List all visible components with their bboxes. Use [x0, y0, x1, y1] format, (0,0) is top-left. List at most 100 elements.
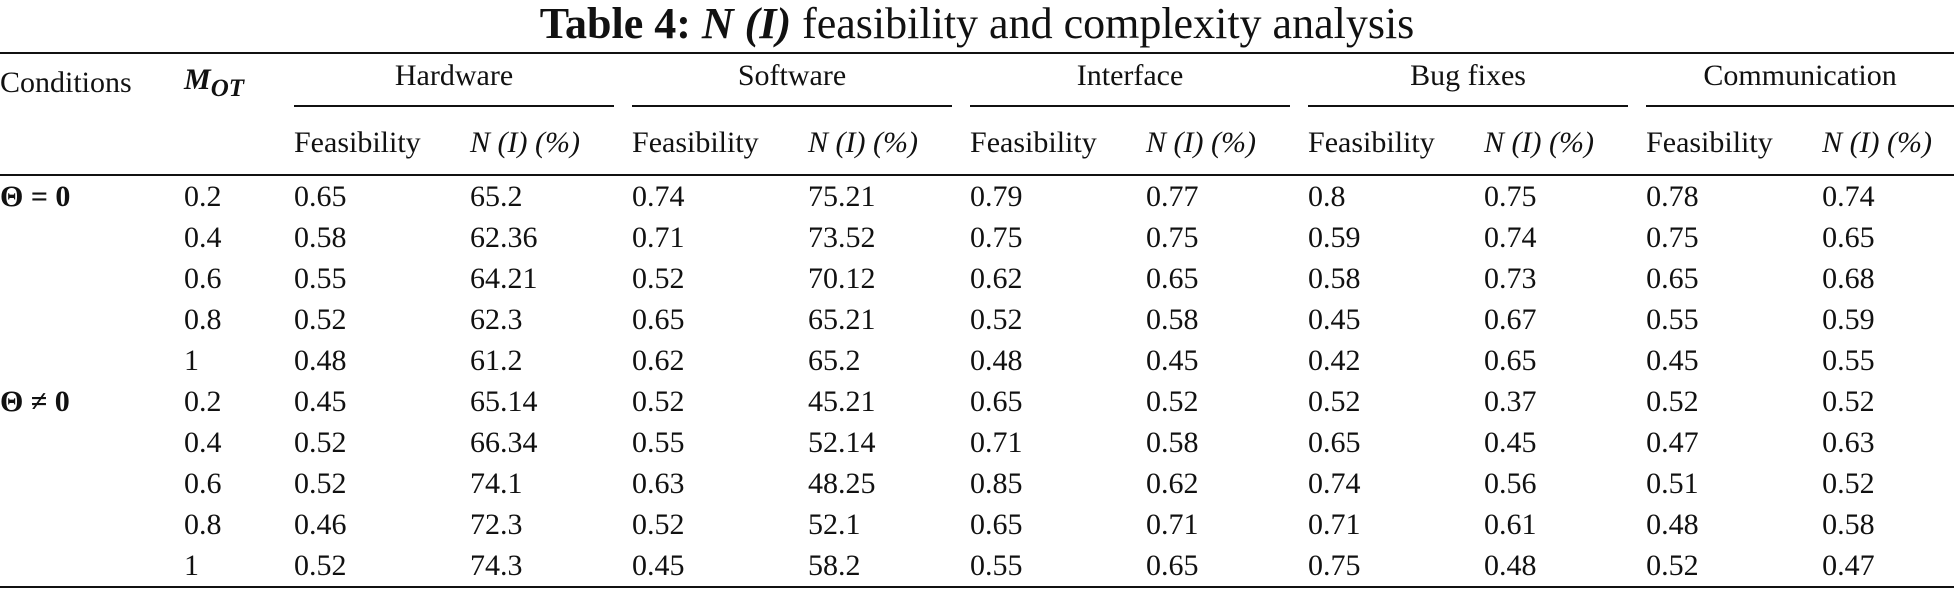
value-cell: 0.42 — [1308, 343, 1361, 377]
table-row: 0.4 0.52 66.34 0.55 52.14 0.71 0.58 0.65 0.45 0.4… — [0, 422, 1954, 463]
value-cell: 61.2 — [470, 343, 523, 377]
value-cell: 0.48 — [1484, 548, 1537, 582]
value-cell: 0.71 — [1308, 507, 1361, 541]
caption-label: Table 4: — [539, 0, 691, 48]
value-cell: 65.21 — [808, 302, 876, 336]
value-cell: 0.65 — [970, 384, 1023, 418]
value-cell: 0.75 — [1646, 220, 1699, 254]
value-cell: 64.21 — [470, 261, 538, 295]
value-cell: 0.46 — [294, 507, 347, 541]
value-cell: 0.52 — [1308, 384, 1361, 418]
value-cell: 0.45 — [632, 548, 685, 582]
condition-cell — [0, 545, 184, 587]
condition-cell — [0, 422, 184, 463]
value-cell: 65.2 — [470, 179, 523, 213]
value-cell: 0.45 — [1484, 425, 1537, 459]
value-cell: 0.59 — [1822, 302, 1875, 336]
value-cell: 0.52 — [1822, 384, 1875, 418]
mot-cell: 1 — [184, 548, 199, 582]
value-cell: 65.14 — [470, 384, 538, 418]
value-cell: 45.21 — [808, 384, 876, 418]
value-cell: 0.58 — [1146, 425, 1199, 459]
value-cell: 73.52 — [808, 220, 876, 254]
value-cell: 0.74 — [1308, 466, 1361, 500]
caption-text: feasibility and complexity analysis — [802, 0, 1415, 48]
value-cell: 0.85 — [970, 466, 1023, 500]
value-cell: 0.68 — [1822, 261, 1875, 295]
value-cell: 0.52 — [294, 302, 347, 336]
condition-cell — [0, 463, 184, 504]
subheader-ni-percent: N (I) (%) — [808, 126, 918, 159]
value-cell: 0.8 — [1308, 179, 1346, 213]
value-cell: 0.58 — [294, 220, 347, 254]
condition-cell: Θ = 0 — [0, 179, 71, 213]
value-cell: 0.79 — [970, 179, 1023, 213]
value-cell: 62.36 — [470, 220, 538, 254]
group-header-bug-fixes: Bug fixes — [1308, 53, 1646, 112]
table-row: Θ = 0 0.2 0.65 65.2 0.74 75.21 0.79 0.77 0.8 0.75… — [0, 175, 1954, 217]
value-cell: 0.47 — [1822, 548, 1875, 582]
value-cell: 0.58 — [1308, 261, 1361, 295]
value-cell: 0.65 — [970, 507, 1023, 541]
value-cell: 52.14 — [808, 425, 876, 459]
condition-cell: Θ ≠ 0 — [0, 384, 70, 418]
table-row: 1 0.48 61.2 0.62 65.2 0.48 0.45 0.42 0.65 0.45 0.5… — [0, 340, 1954, 381]
mot-cell: 0.8 — [184, 302, 222, 336]
value-cell: 0.55 — [1646, 302, 1699, 336]
value-cell: 70.12 — [808, 261, 876, 295]
value-cell: 0.62 — [1146, 466, 1199, 500]
table-row: 0.4 0.58 62.36 0.71 73.52 0.75 0.75 0.59 0.74 0.7… — [0, 217, 1954, 258]
table-row: 0.8 0.52 62.3 0.65 65.21 0.52 0.58 0.45 0.67 0.55… — [0, 299, 1954, 340]
value-cell: 0.52 — [1646, 384, 1699, 418]
value-cell: 58.2 — [808, 548, 861, 582]
value-cell: 0.77 — [1146, 179, 1199, 213]
value-cell: 0.52 — [632, 507, 685, 541]
subheader-ni-percent: N (I) (%) — [1146, 126, 1256, 159]
value-cell: 48.25 — [808, 466, 876, 500]
value-cell: 0.56 — [1484, 466, 1537, 500]
value-cell: 0.59 — [1308, 220, 1361, 254]
condition-cell — [0, 340, 184, 381]
group-header-communication: Communication — [1646, 53, 1954, 112]
value-cell: 0.71 — [1146, 507, 1199, 541]
mot-cell: 0.6 — [184, 261, 222, 295]
subheader-feasibility: Feasibility — [632, 126, 759, 159]
value-cell: 0.45 — [294, 384, 347, 418]
value-cell: 0.48 — [1646, 507, 1699, 541]
value-cell: 0.52 — [294, 548, 347, 582]
value-cell: 0.65 — [1146, 548, 1199, 582]
value-cell: 0.75 — [970, 220, 1023, 254]
value-cell: 0.55 — [970, 548, 1023, 582]
value-cell: 0.47 — [1646, 425, 1699, 459]
value-cell: 0.65 — [1822, 220, 1875, 254]
subheader-ni-percent: N (I) (%) — [470, 126, 580, 159]
value-cell: 0.45 — [1308, 302, 1361, 336]
value-cell: 0.52 — [1146, 384, 1199, 418]
table-caption: Table 4: N (I) feasibility and complexit… — [0, 2, 1954, 52]
value-cell: 0.55 — [1822, 343, 1875, 377]
table-row: 0.6 0.55 64.21 0.52 70.12 0.62 0.65 0.58 0.73 0.6… — [0, 258, 1954, 299]
mot-cell: 0.2 — [184, 384, 222, 418]
value-cell: 66.34 — [470, 425, 538, 459]
value-cell: 0.78 — [1646, 179, 1699, 213]
value-cell: 0.71 — [632, 220, 685, 254]
value-cell: 0.73 — [1484, 261, 1537, 295]
value-cell: 0.45 — [1146, 343, 1199, 377]
value-cell: 0.65 — [1484, 343, 1537, 377]
value-cell: 0.74 — [1484, 220, 1537, 254]
value-cell: 0.52 — [294, 466, 347, 500]
header-row-groups: Conditions MOT Hardware Software Interfa… — [0, 53, 1954, 112]
value-cell: 0.65 — [1146, 261, 1199, 295]
caption-symbol: N (I) — [701, 0, 792, 48]
value-cell: 74.1 — [470, 466, 523, 500]
mot-cell: 0.2 — [184, 179, 222, 213]
subheader-feasibility: Feasibility — [1646, 126, 1773, 159]
value-cell: 65.2 — [808, 343, 861, 377]
group-header-hardware: Hardware — [294, 53, 632, 112]
condition-cell — [0, 258, 184, 299]
value-cell: 0.37 — [1484, 384, 1537, 418]
condition-cell — [0, 504, 184, 545]
value-cell: 62.3 — [470, 302, 523, 336]
value-cell: 0.48 — [294, 343, 347, 377]
condition-cell — [0, 299, 184, 340]
